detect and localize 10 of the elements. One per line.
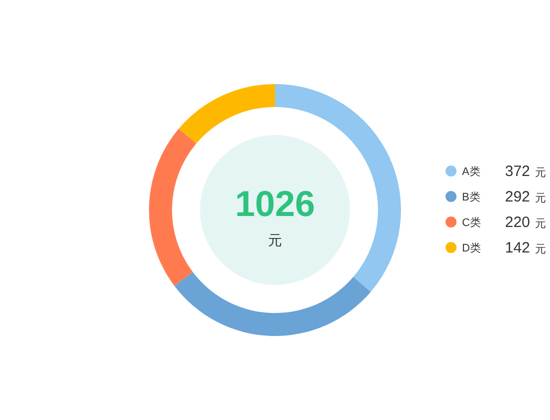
data-label: 292 元 [505,188,546,206]
legend-label: A类 [462,165,480,178]
data-label: 372 元 [505,163,546,180]
legend-label: D类 [462,242,481,254]
text: 元 [268,232,282,248]
data-label: 220 元 [505,214,546,231]
data-label: 142 元 [505,240,546,256]
text: 1026 [234,183,316,224]
legend-label: C类 [462,216,481,229]
legend-label: B类 [462,190,480,204]
